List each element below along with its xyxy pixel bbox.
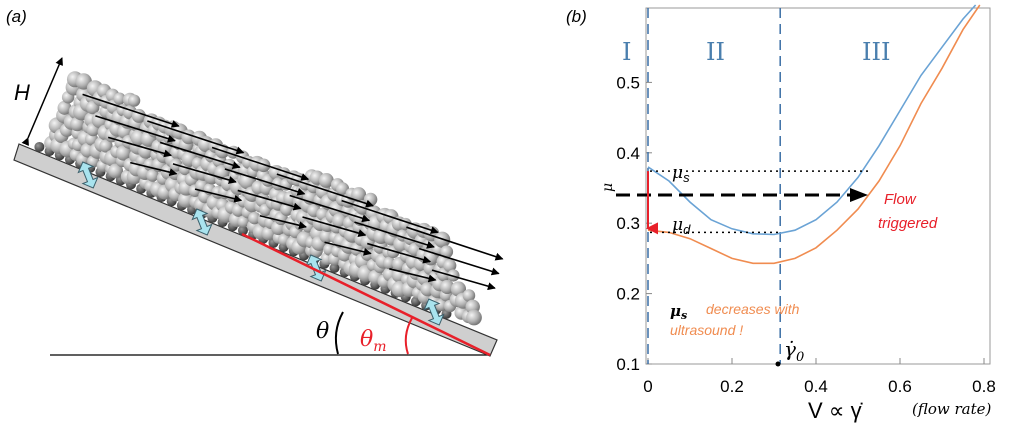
velocity-arrow	[194, 188, 243, 203]
velocity-arrow	[324, 241, 372, 256]
panel-a-label: (a)	[6, 7, 27, 26]
x-tick-label: 0	[643, 377, 652, 396]
height-label: H	[14, 80, 30, 105]
velocity-arrow	[302, 216, 367, 237]
velocity-arrow	[237, 189, 302, 211]
particle	[99, 139, 113, 153]
velocity-arrow	[367, 242, 432, 264]
inclined-plate	[13, 143, 498, 357]
ultrasound-arrows	[77, 161, 445, 326]
y-tick-label: 0.5	[616, 73, 640, 92]
theta-m-arc	[404, 317, 413, 355]
theta-arc	[334, 311, 344, 355]
velocity-arrow	[172, 163, 237, 184]
mu-d-label: μd	[672, 215, 691, 237]
x-axis-ticks: 0 0.2 0.4 0.6 0.8	[643, 358, 996, 396]
granular-layer	[34, 71, 482, 326]
mu-s-label: μs	[672, 163, 690, 185]
ultrasound-arrow	[305, 254, 327, 282]
ultrasound-arrow	[77, 161, 99, 189]
theta-m-label: θm	[360, 327, 387, 355]
velocity-arrow	[82, 93, 180, 128]
particle	[443, 259, 457, 273]
velocity-arrow	[211, 146, 310, 181]
flow-text-1: Flow	[884, 191, 917, 208]
particle	[108, 163, 124, 179]
region-label-1: I	[622, 38, 631, 66]
particle	[466, 309, 482, 326]
curve-2	[647, 4, 981, 265]
velocity-arrow	[259, 214, 307, 230]
ultrasound-arrow	[423, 298, 445, 326]
panel-b: (b) 0.1 0.2 0.3 0.4 0.5 0 0.2 0.4 0.6 0.8 I II I…	[566, 4, 996, 423]
particle	[128, 94, 141, 107]
x-tick-label: 0.6	[888, 377, 912, 396]
particle	[237, 215, 250, 228]
ultrasound-arrow	[191, 208, 213, 236]
y-tick-label: 0.3	[616, 214, 640, 233]
velocity-arrow	[159, 141, 241, 170]
velocity-arrows	[82, 93, 504, 291]
y-tick-label: 0.4	[616, 144, 640, 163]
particle	[248, 211, 261, 225]
velocity-arrow	[431, 269, 496, 291]
velocity-arrow	[95, 115, 176, 143]
region-label-3: III	[862, 38, 890, 66]
velocity-arrow	[341, 199, 439, 234]
theta-label: θ	[316, 319, 329, 344]
curve-1	[647, 4, 977, 236]
gamma0-label: γ̇0	[784, 337, 804, 365]
dark-particle	[329, 262, 340, 273]
velocity-arrow	[130, 161, 178, 177]
particle	[440, 279, 455, 295]
y-tick-label: 0.2	[616, 285, 640, 304]
x-tick-label: 0.4	[804, 377, 828, 396]
particle	[115, 145, 132, 161]
particle	[440, 245, 454, 259]
velocity-arrow	[147, 120, 245, 155]
y-tick-label: 0.1	[616, 355, 640, 374]
theta-m-line	[241, 232, 491, 357]
particle	[70, 116, 85, 132]
note-text-1: decreases with	[706, 301, 800, 317]
region-label-2: II	[706, 38, 725, 66]
velocity-arrow	[389, 268, 437, 283]
flow-text-2: triggered	[878, 215, 938, 232]
x-tick-label: 0.2	[720, 377, 744, 396]
velocity-arrow	[289, 194, 371, 223]
panel-b-label: (b)	[566, 7, 587, 26]
panel-a: (a) H θ θm	[6, 7, 504, 357]
note-mu: μs	[670, 302, 687, 322]
x-tick-label: 0.8	[972, 377, 996, 396]
dark-particle	[237, 225, 248, 236]
y-axis-ticks: 0.1 0.2 0.3 0.4 0.5	[616, 73, 652, 374]
note-text-2: ultrasound !	[670, 322, 743, 338]
velocity-arrow	[107, 136, 173, 158]
particle	[318, 173, 334, 188]
height-arrow	[21, 57, 63, 147]
plot-lines	[616, 4, 981, 364]
plot-frame	[645, 7, 991, 365]
particle	[382, 256, 396, 270]
x-axis-label: V ∝ γ̇	[808, 398, 863, 423]
dark-particle	[34, 141, 45, 152]
velocity-arrow	[406, 226, 504, 261]
gamma0-dot	[775, 361, 781, 367]
velocity-arrow	[224, 168, 306, 196]
x-axis-note: (flow rate)	[912, 400, 992, 418]
particle	[351, 187, 367, 203]
particle	[146, 169, 159, 182]
velocity-arrow	[418, 247, 500, 276]
particle	[462, 289, 476, 302]
velocity-arrow	[354, 221, 435, 249]
y-axis-label: μ	[600, 183, 616, 192]
particle	[113, 92, 126, 105]
velocity-arrow	[276, 173, 374, 208]
